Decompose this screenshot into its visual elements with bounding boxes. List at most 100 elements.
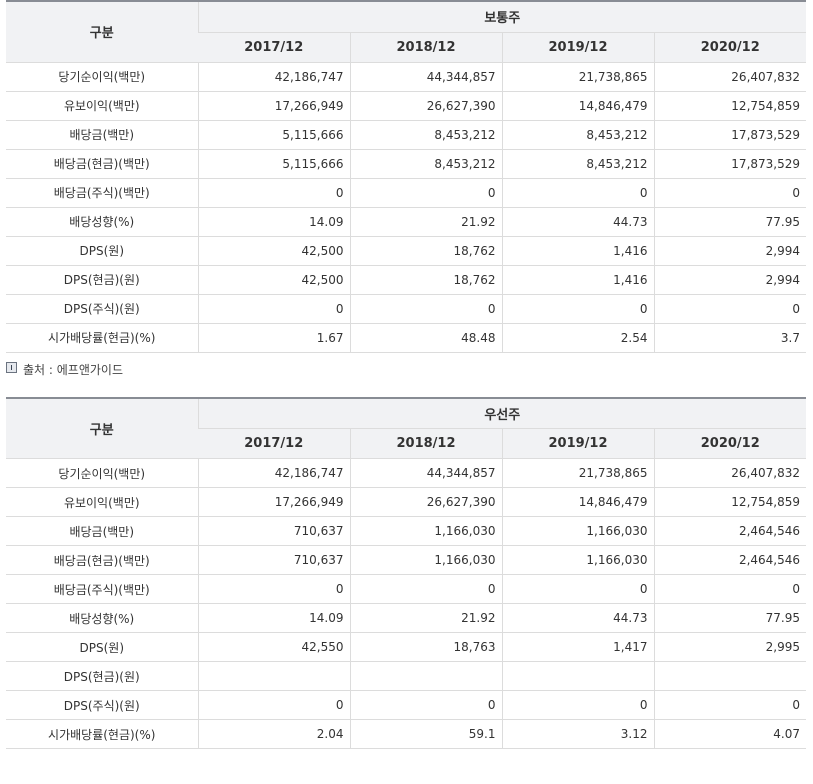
row-label: 배당성향(%) [6,207,198,237]
table-cell: 0 [349,574,502,604]
table-cell: 1,166,030 [501,545,654,575]
table-cell: 42,186,747 [197,458,350,488]
table-row: DPS(주식)(원) 0 0 0 0 [6,690,807,720]
info-icon [6,361,17,373]
table-cell: 77.95 [653,207,807,237]
table-cell: 8,453,212 [501,149,654,179]
table-cell: 21.92 [349,603,502,633]
table-cell: 77.95 [653,603,807,633]
table-cell: 0 [653,690,807,720]
table-cell: 17,266,949 [197,487,350,517]
table-cell: 2,464,546 [653,516,807,546]
table-cell [349,661,502,691]
table-cell: 12,754,859 [653,91,807,121]
table-row: DPS(주식)(원) 0 0 0 0 [6,294,807,324]
table-cell: 0 [653,574,807,604]
row-label: 배당금(백만) [6,516,198,546]
table-row: 배당금(백만) 710,637 1,166,030 1,166,030 2,464,54… [6,516,807,546]
table-cell: 2.04 [197,719,350,749]
source-text: 출처 : 에프앤가이드 [23,362,123,377]
table-header-category: 구분 [6,1,198,63]
table-cell: 17,873,529 [653,120,807,150]
table-row: 유보이익(백만) 17,266,949 26,627,390 14,846,479 12… [6,487,807,517]
table-cell: 0 [501,690,654,720]
table-cell: 0 [197,574,350,604]
year-header: 2018/12 [349,32,502,63]
year-header: 2018/12 [349,428,502,459]
table-row: DPS(원) 42,500 18,762 1,416 2,994 [6,236,807,266]
table-row: 배당금(현금)(백만) 5,115,666 8,453,212 8,453,212 17… [6,149,807,179]
table-cell: 2.54 [501,323,654,353]
year-header: 2020/12 [653,32,807,63]
table-cell: 1,416 [501,236,654,266]
row-label: 당기순이익(백만) [6,62,198,92]
common-stock-table: 구분 보통주 2017/12 2018/12 2019/12 2020/12 당… [6,0,807,353]
row-label: DPS(주식)(원) [6,294,198,324]
table-cell: 18,762 [349,265,502,295]
row-label: DPS(원) [6,632,198,662]
table-cell: 0 [349,294,502,324]
table-cell: 14.09 [197,207,350,237]
table-row: 배당금(백만) 5,115,666 8,453,212 8,453,212 17,873… [6,120,807,150]
row-label: 배당금(현금)(백만) [6,545,198,575]
table-row: DPS(현금)(원) [6,661,807,691]
table-cell: 44,344,857 [349,62,502,92]
table-cell: 4.07 [653,719,807,749]
table-header-group: 보통주 [197,1,807,33]
row-label: 유보이익(백만) [6,91,198,121]
table-cell: 18,763 [349,632,502,662]
table-cell: 710,637 [197,516,350,546]
table-row: 당기순이익(백만) 42,186,747 44,344,857 21,738,865 2… [6,62,807,92]
table-cell: 8,453,212 [349,120,502,150]
table-cell: 3.12 [501,719,654,749]
table-cell: 1,166,030 [349,516,502,546]
table-cell: 0 [197,690,350,720]
table-cell [501,661,654,691]
year-header: 2017/12 [198,32,350,63]
table-cell: 8,453,212 [501,120,654,150]
row-label: DPS(주식)(원) [6,690,198,720]
table-cell: 0 [653,294,807,324]
table-cell: 0 [653,178,807,208]
table-cell: 26,627,390 [349,487,502,517]
table-row: 배당금(주식)(백만) 0 0 0 0 [6,178,807,208]
table-cell: 42,550 [197,632,350,662]
table-cell: 3.7 [653,323,807,353]
table-cell: 0 [349,690,502,720]
table-cell: 0 [501,574,654,604]
table-cell: 2,464,546 [653,545,807,575]
table-cell [653,661,807,691]
year-header: 2017/12 [198,428,350,459]
table-cell: 0 [501,294,654,324]
row-label: DPS(현금)(원) [6,265,198,295]
year-header: 2019/12 [501,428,654,459]
row-label: 시가배당률(현금)(%) [6,323,198,353]
table-header-category: 구분 [6,397,198,459]
table-cell: 21,738,865 [501,458,654,488]
table-cell: 14.09 [197,603,350,633]
row-label: 배당금(현금)(백만) [6,149,198,179]
table-row: 배당성향(%) 14.09 21.92 44.73 77.95 [6,603,807,633]
table-cell: 26,627,390 [349,91,502,121]
table-row: 배당금(주식)(백만) 0 0 0 0 [6,574,807,604]
table-cell: 21,738,865 [501,62,654,92]
row-label: DPS(원) [6,236,198,266]
table-cell: 14,846,479 [501,487,654,517]
table-cell: 48.48 [349,323,502,353]
table-cell: 44.73 [501,207,654,237]
table-cell: 42,500 [197,236,350,266]
preferred-stock-table: 구분 우선주 2017/12 2018/12 2019/12 2020/12 당… [6,396,807,749]
table-row: 배당성향(%) 14.09 21.92 44.73 77.95 [6,207,807,237]
table-cell: 710,637 [197,545,350,575]
table-cell: 2,994 [653,265,807,295]
table-cell: 1,416 [501,265,654,295]
year-header: 2020/12 [653,428,807,459]
table-cell: 21.92 [349,207,502,237]
table-cell: 12,754,859 [653,487,807,517]
table-cell: 0 [349,178,502,208]
table-cell: 1.67 [197,323,350,353]
table-cell: 2,994 [653,236,807,266]
table-cell: 1,166,030 [349,545,502,575]
row-label: 유보이익(백만) [6,487,198,517]
table-row: 시가배당률(현금)(%) 1.67 48.48 2.54 3.7 [6,323,807,353]
